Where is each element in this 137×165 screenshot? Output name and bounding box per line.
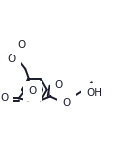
Text: OH: OH bbox=[86, 88, 102, 98]
Text: O: O bbox=[28, 86, 36, 96]
Text: O: O bbox=[62, 98, 71, 108]
Text: O: O bbox=[55, 80, 63, 90]
Text: O: O bbox=[8, 54, 16, 65]
Text: O: O bbox=[0, 93, 8, 103]
Text: O: O bbox=[18, 40, 26, 50]
